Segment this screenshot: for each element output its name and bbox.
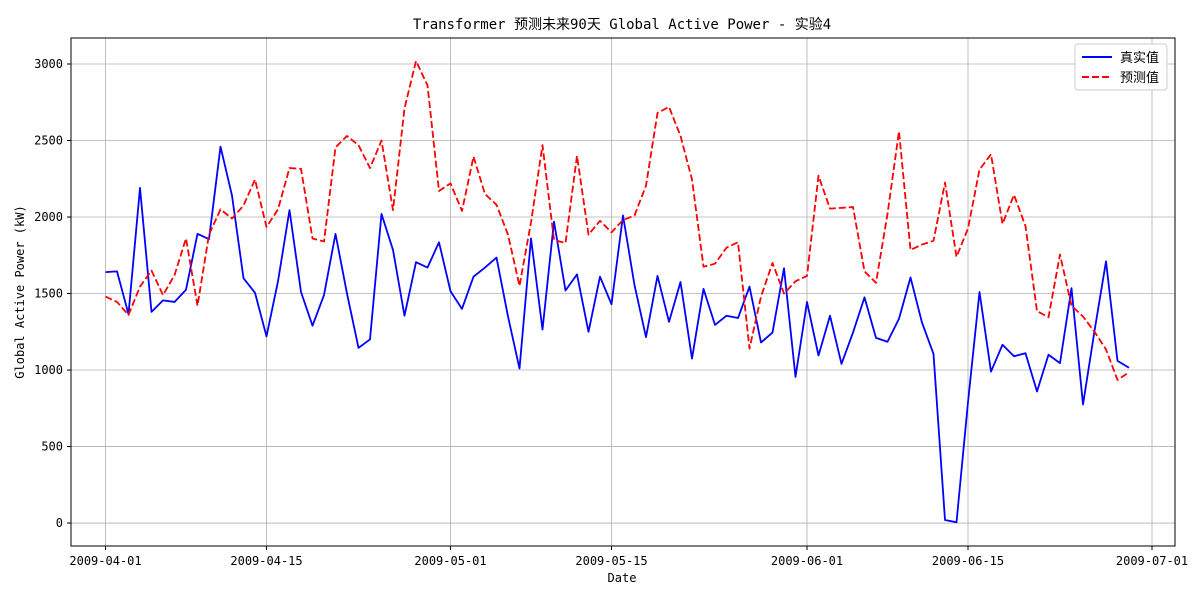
chart-title: Transformer 预测未来90天 Global Active Power … (413, 17, 831, 33)
legend-label-actual: 真实值 (1120, 50, 1159, 66)
legend-box (1074, 43, 1168, 91)
series-line-actual (105, 145, 1130, 524)
x-tick-label: 2009-05-15 (575, 554, 647, 568)
plot-area-frame (70, 37, 1176, 547)
y-axis-ticks: 0 500 1000 1500 2000 2500 3000 (34, 57, 71, 530)
y-tick-label: 3000 (34, 57, 63, 71)
x-tick-label: 2009-06-01 (771, 554, 843, 568)
y-tick-label: 2000 (34, 210, 63, 224)
series-layer (105, 60, 1130, 524)
x-tick-label: 2009-06-15 (932, 554, 1004, 568)
y-tick-label: 1500 (34, 287, 63, 301)
y-tick-label: 2500 (34, 134, 63, 148)
x-tick-label: 2009-04-01 (69, 554, 141, 568)
x-axis-label: Date (608, 571, 637, 585)
legend-label-predicted: 预测值 (1120, 70, 1159, 86)
series-line-predicted (105, 60, 1130, 381)
x-tick-label: 2009-07-01 (1116, 554, 1188, 568)
x-tick-label: 2009-05-01 (414, 554, 486, 568)
x-axis-ticks: 2009-04-01 2009-04-15 2009-05-01 2009-05-15… (69, 546, 1188, 568)
y-tick-label: 500 (41, 440, 63, 454)
legend: 真实值 预测值 (1074, 43, 1168, 91)
x-tick-label: 2009-04-15 (230, 554, 302, 568)
y-tick-label: 1000 (34, 363, 63, 377)
y-tick-label: 0 (56, 516, 63, 530)
y-axis-label: Global Active Power (kW) (13, 205, 27, 378)
